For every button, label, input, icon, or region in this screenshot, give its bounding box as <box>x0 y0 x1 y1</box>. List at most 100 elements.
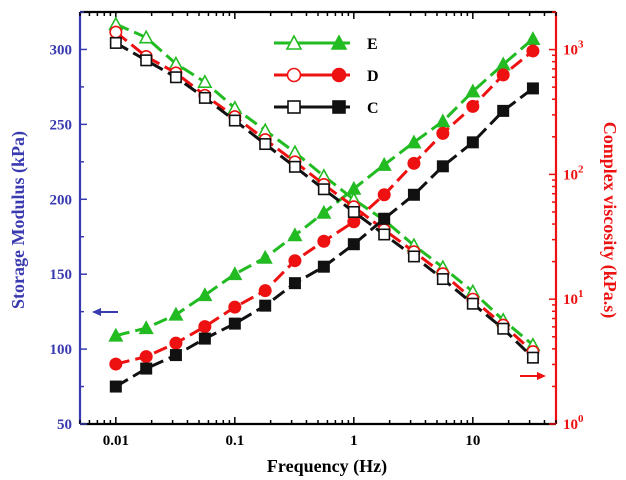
series-D-storage-modulus <box>109 44 540 371</box>
series-line <box>115 22 534 347</box>
right-axis-ticks: 100 101 102 103 <box>549 11 584 433</box>
right-tick-label: 100 <box>563 413 584 433</box>
legend-marker <box>287 100 301 114</box>
data-point <box>466 99 480 113</box>
x-axis-title: Frequency (Hz) <box>267 456 387 477</box>
data-point <box>228 114 241 127</box>
legend: EDC <box>274 34 379 117</box>
data-point <box>377 188 391 202</box>
data-point <box>288 277 301 290</box>
data-point <box>168 306 184 321</box>
data-point <box>227 266 243 281</box>
data-point <box>138 320 154 335</box>
data-point <box>109 380 122 393</box>
data-point <box>466 297 479 310</box>
data-point <box>435 113 451 128</box>
data-point <box>436 273 449 286</box>
data-point <box>378 212 391 225</box>
x-tick-label: 0.1 <box>225 433 244 449</box>
left-axis-ticks: 50 100 150 200 250 300 <box>50 11 87 433</box>
legend-item-C: C <box>274 100 379 117</box>
data-point <box>198 332 211 345</box>
data-point <box>526 351 539 364</box>
data-point <box>465 83 481 98</box>
series-layer <box>108 16 541 393</box>
x-tick-label: 1 <box>350 433 358 449</box>
data-point <box>197 287 213 302</box>
data-point <box>140 54 153 67</box>
legend-marker <box>332 100 346 114</box>
right-tick-label: 101 <box>563 288 584 308</box>
data-point <box>436 126 450 140</box>
data-point <box>198 320 212 334</box>
right-axis-title: Complex viscosity (kPa.s) <box>599 122 620 319</box>
legend-marker <box>331 67 347 83</box>
x-tick-label: 10 <box>465 433 480 449</box>
data-point <box>376 156 392 171</box>
data-point <box>109 36 122 49</box>
data-point <box>257 249 273 264</box>
left-axis-title: Storage Modulus (kPa) <box>8 131 29 309</box>
right-axis-arrowhead <box>537 372 546 380</box>
data-point <box>496 68 510 82</box>
data-point <box>378 228 391 241</box>
left-axis-arrowhead <box>92 308 101 316</box>
data-point <box>228 300 242 314</box>
x-tick-label: 0.01 <box>103 433 129 449</box>
left-tick-label: 100 <box>50 342 73 358</box>
data-point <box>228 317 241 330</box>
data-point <box>407 156 421 170</box>
series-C-storage-modulus <box>109 82 539 393</box>
right-tick-label: 102 <box>563 163 584 183</box>
data-point <box>169 349 182 362</box>
series-C-complex-viscosity <box>109 36 539 364</box>
data-point <box>138 29 154 44</box>
data-point <box>258 284 272 298</box>
data-point <box>288 160 301 173</box>
data-point <box>497 322 510 335</box>
data-point <box>526 82 539 95</box>
data-point <box>497 104 510 117</box>
data-point <box>407 250 420 263</box>
data-point <box>466 136 479 149</box>
data-point <box>197 74 213 88</box>
data-point <box>317 183 330 196</box>
data-point <box>317 234 331 248</box>
data-point <box>169 336 183 350</box>
left-tick-label: 200 <box>50 192 73 208</box>
data-point <box>406 134 422 149</box>
left-tick-label: 50 <box>57 417 72 433</box>
legend-label: D <box>367 68 379 85</box>
data-point <box>140 362 153 375</box>
data-point <box>317 260 330 273</box>
legend-item-E: E <box>274 34 378 53</box>
data-point <box>109 357 123 371</box>
left-tick-label: 150 <box>50 267 73 283</box>
data-point <box>169 71 182 84</box>
data-point <box>259 138 272 151</box>
series-line <box>115 41 534 359</box>
right-tick-label: 103 <box>563 39 584 59</box>
legend-marker <box>285 34 303 50</box>
legend-label: C <box>367 100 379 117</box>
legend-marker <box>330 34 348 50</box>
data-point <box>525 31 541 45</box>
data-point <box>287 227 303 242</box>
data-point <box>436 160 449 173</box>
left-tick-label: 250 <box>50 117 73 133</box>
left-tick-label: 300 <box>50 42 73 58</box>
legend-marker <box>286 67 302 83</box>
data-point <box>347 205 360 218</box>
data-point <box>259 299 272 312</box>
data-point <box>526 44 540 58</box>
data-point <box>139 350 153 364</box>
data-point <box>109 25 123 39</box>
data-point <box>316 204 332 219</box>
data-point <box>347 238 360 251</box>
data-point <box>108 327 124 342</box>
x-axis-ticks: 0.01 0.1 1 10 <box>79 12 557 449</box>
legend-item-D: D <box>274 67 379 85</box>
series-line <box>114 30 534 353</box>
data-point <box>288 254 302 268</box>
